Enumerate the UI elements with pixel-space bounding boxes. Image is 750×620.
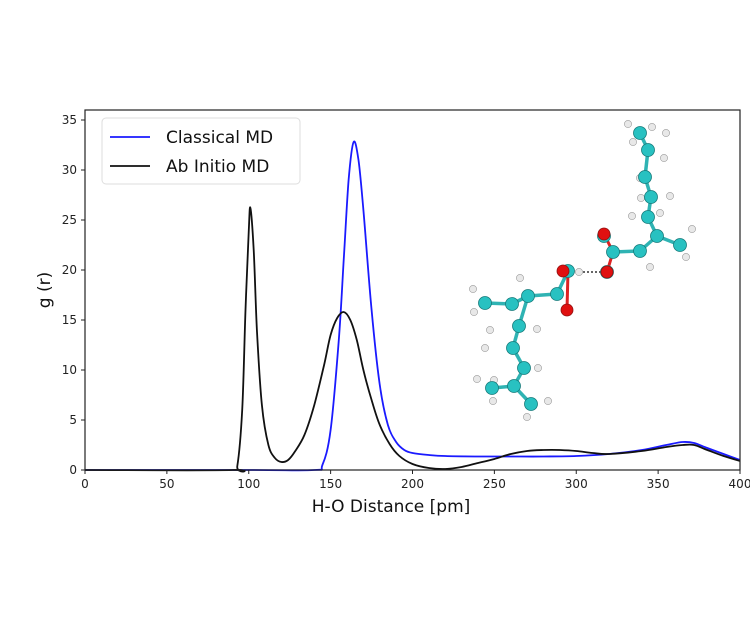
hydrogen-atom — [628, 212, 636, 220]
x-tick-label: 150 — [319, 477, 342, 491]
legend-label-classical: Classical MD — [166, 128, 273, 148]
carbon-atom — [673, 238, 687, 252]
hydrogen-atom — [489, 397, 497, 405]
carbon-atom — [478, 296, 492, 310]
y-axis-ticks: 0 5 10 15 20 25 30 35 — [62, 113, 85, 477]
y-tick-label: 30 — [62, 163, 77, 177]
y-tick-label: 15 — [62, 313, 77, 327]
carbon-atom — [524, 397, 538, 411]
x-tick-label: 100 — [237, 477, 260, 491]
hydrogen-atom — [648, 123, 656, 131]
hydrogen-atom — [656, 209, 664, 217]
carbon-atom — [550, 287, 564, 301]
carbon-atom — [506, 341, 520, 355]
series-line-classical-md — [85, 140, 741, 472]
legend: Classical MD Ab Initio MD — [101, 117, 301, 185]
y-tick-label: 20 — [62, 263, 77, 277]
y-tick-label: 10 — [62, 363, 77, 377]
carbon-atom — [641, 210, 655, 224]
hydrogen-atom — [544, 397, 552, 405]
y-tick-label: 5 — [69, 413, 77, 427]
oxygen-atom — [560, 303, 574, 317]
carbon-atom — [638, 170, 652, 184]
x-tick-label: 400 — [729, 477, 750, 491]
hydrogen-atom — [682, 253, 690, 261]
carbon-atom — [641, 143, 655, 157]
hydrogen-atom — [646, 263, 654, 271]
hydrogen-atom — [473, 375, 481, 383]
carbon-atom — [644, 190, 658, 204]
x-tick-label: 50 — [159, 477, 174, 491]
hydrogen-atom — [666, 192, 674, 200]
hydrogen-atom — [575, 268, 583, 276]
x-tick-label: 250 — [483, 477, 506, 491]
curves — [84, 140, 741, 473]
hydrogen-atom — [637, 194, 645, 202]
hydrogen-atom — [688, 225, 696, 233]
oxygen-atom — [600, 265, 614, 279]
legend-label-abinitio: Ab Initio MD — [166, 157, 269, 177]
hydrogen-atom — [534, 364, 542, 372]
hydrogen-atom — [470, 308, 478, 316]
hydrogen-atom — [533, 325, 541, 333]
hydrogen-atom — [660, 154, 668, 162]
x-tick-label: 350 — [647, 477, 670, 491]
hydrogen-atom — [486, 326, 494, 334]
x-tick-label: 300 — [565, 477, 588, 491]
y-tick-label: 25 — [62, 213, 77, 227]
legend-box — [101, 117, 301, 185]
oxygen-atom — [556, 264, 570, 278]
carbon-atom — [507, 379, 521, 393]
carbon-atom — [633, 244, 647, 258]
hydrogen-atom — [523, 413, 531, 421]
carbon-atom — [505, 297, 519, 311]
y-axis-label: g (r) — [35, 272, 55, 308]
hydrogen-atom — [516, 274, 524, 282]
oxygen-atom — [597, 227, 611, 241]
hydrogen-atom — [481, 344, 489, 352]
hydrogen-atom — [469, 285, 477, 293]
x-axis-label: H-O Distance [pm] — [312, 497, 471, 517]
y-tick-label: 0 — [69, 463, 77, 477]
molecule-inset-image — [469, 120, 696, 421]
x-axis-ticks: 0 50 100 150 200 250 300 350 400 — [81, 470, 750, 491]
series-line-ab-initio-md — [84, 206, 741, 473]
carbon-atom — [521, 289, 535, 303]
hydrogen-atom — [662, 129, 670, 137]
carbon-atom — [633, 126, 647, 140]
x-tick-label: 0 — [81, 477, 89, 491]
hydrogen-atom — [624, 120, 632, 128]
carbon-atom — [517, 361, 531, 375]
carbon-atom — [606, 245, 620, 259]
carbon-atom — [512, 319, 526, 333]
carbon-atom — [485, 381, 499, 395]
x-tick-label: 200 — [401, 477, 424, 491]
carbon-atom — [650, 229, 664, 243]
hydrogen-atom — [629, 138, 637, 146]
y-tick-label: 35 — [62, 113, 77, 127]
